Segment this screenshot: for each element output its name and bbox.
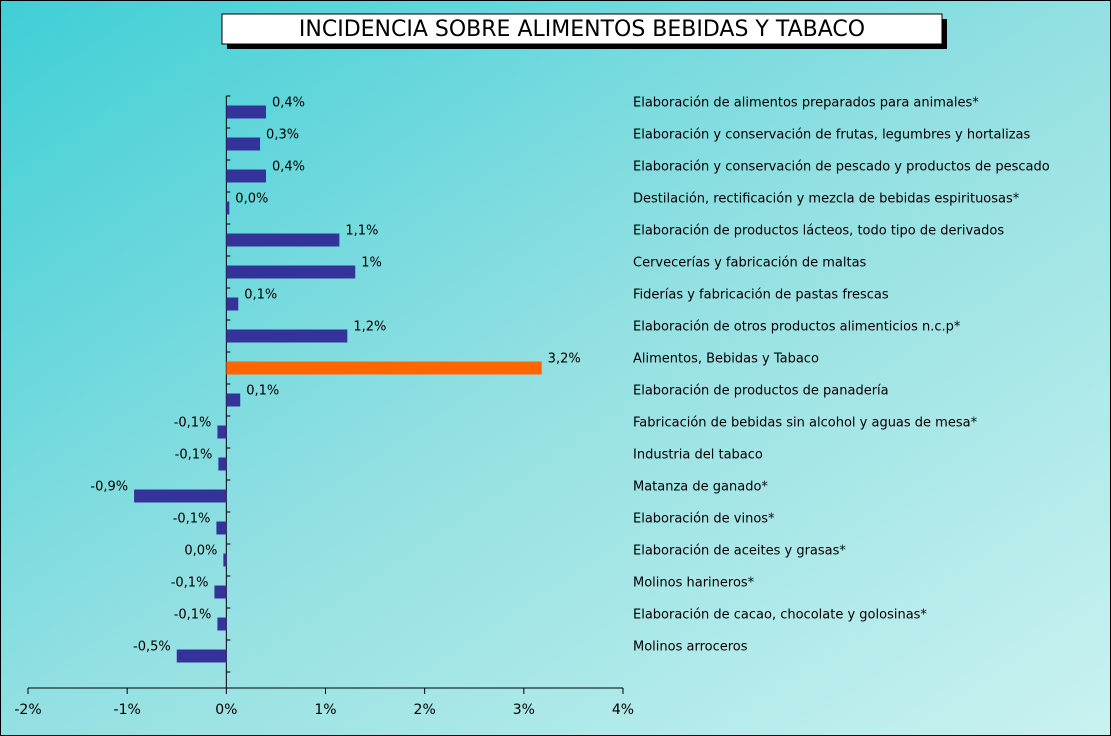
bar	[223, 553, 227, 567]
bar	[226, 361, 542, 375]
value-label: 0,4%	[272, 96, 305, 111]
category-label: Molinos harineros*	[633, 576, 755, 591]
category-label: Elaboración de productos lácteos, todo t…	[633, 224, 1004, 239]
bar	[226, 201, 230, 215]
bar	[226, 329, 348, 343]
category-label: Elaboración de alimentos preparados para…	[633, 96, 979, 111]
value-label: 1,2%	[353, 320, 386, 335]
value-label: 0,3%	[266, 128, 299, 143]
value-label: 1,1%	[345, 224, 378, 239]
bar	[226, 137, 261, 151]
value-label: 0,0%	[184, 544, 217, 559]
x-tick-label: 0%	[215, 702, 237, 718]
category-label: Alimentos, Bebidas y Tabaco	[633, 352, 819, 367]
bar	[226, 265, 356, 279]
category-label: Matanza de ganado*	[633, 480, 768, 495]
bar	[217, 425, 227, 439]
value-label: 1%	[361, 256, 382, 271]
value-label: -0,5%	[133, 640, 171, 655]
category-label: Elaboración y conservación de frutas, le…	[633, 128, 1030, 143]
x-tick-label: 4%	[612, 702, 634, 718]
value-label: 0,4%	[272, 160, 305, 175]
value-label: -0,1%	[174, 416, 212, 431]
value-label: -0,1%	[173, 512, 211, 527]
chart-title: INCIDENCIA SOBRE ALIMENTOS BEBIDAS Y TAB…	[299, 17, 865, 42]
value-label: 0,1%	[246, 384, 279, 399]
bar	[214, 585, 227, 599]
x-tick-label: -2%	[14, 702, 41, 718]
x-tick-label: -1%	[114, 702, 141, 718]
category-label: Fiderías y fabricación de pastas frescas	[633, 288, 889, 303]
bar	[226, 393, 241, 407]
bar	[217, 617, 227, 631]
category-label: Fabricación de bebidas sin alcohol y agu…	[633, 416, 978, 431]
bar	[176, 649, 227, 663]
title-box	[221, 13, 943, 45]
bar	[226, 169, 266, 183]
category-label: Elaboración de productos de panadería	[633, 384, 889, 399]
value-label: 0,1%	[244, 288, 277, 303]
value-label: 3,2%	[548, 352, 581, 367]
value-label: -0,1%	[171, 576, 209, 591]
category-label: Elaboración de aceites y grasas*	[633, 544, 846, 559]
bar	[226, 297, 239, 311]
bar	[226, 233, 340, 247]
value-label: -0,1%	[175, 448, 213, 463]
x-tick-label: 2%	[414, 702, 436, 718]
x-tick-label: 1%	[314, 702, 336, 718]
category-label: Industria del tabaco	[633, 448, 763, 463]
category-label: Molinos arroceros	[633, 640, 748, 655]
category-label: Destilación, rectificación y mezcla de b…	[633, 192, 1020, 207]
value-label: -0,1%	[174, 608, 212, 623]
bar	[216, 521, 227, 535]
category-label: Elaboración y conservación de pescado y …	[633, 160, 1050, 175]
bar	[218, 457, 227, 471]
category-label: Elaboración de otros productos alimentic…	[633, 320, 961, 335]
category-label: Elaboración de cacao, chocolate y golosi…	[633, 608, 927, 623]
bar	[134, 489, 227, 503]
value-label: 0,0%	[235, 192, 268, 207]
value-label: -0,9%	[90, 480, 128, 495]
category-label: Elaboración de vinos*	[633, 512, 775, 527]
x-tick-label: 3%	[513, 702, 535, 718]
category-label: Cervecerías y fabricación de maltas	[633, 256, 867, 271]
bar	[226, 105, 266, 119]
